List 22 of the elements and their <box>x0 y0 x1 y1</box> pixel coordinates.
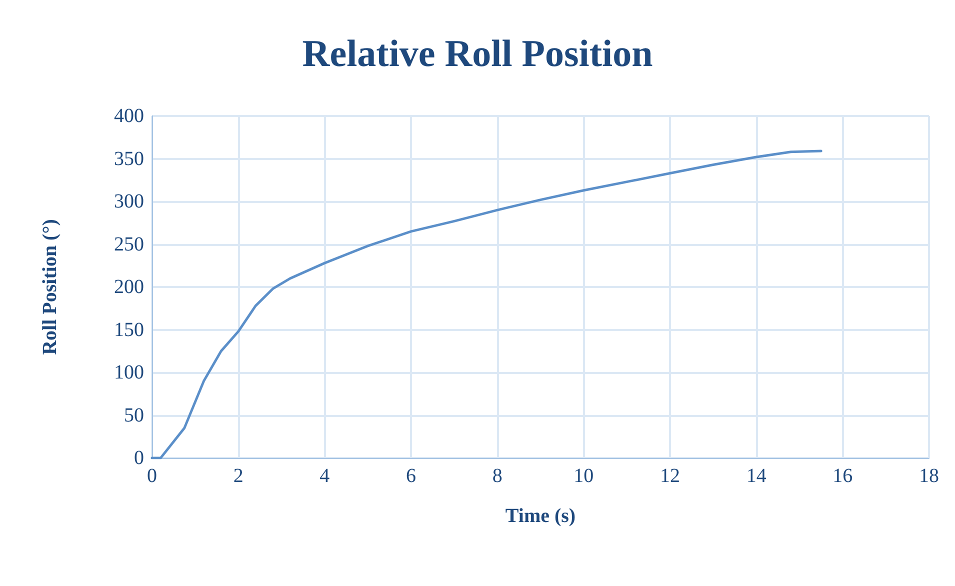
x-tick-label: 18 <box>919 465 939 487</box>
x-tick-label: 4 <box>320 465 330 487</box>
line-series <box>150 150 822 460</box>
y-tick-label: 0 <box>134 447 144 469</box>
chart-title: Relative Roll Position <box>302 33 653 75</box>
y-tick-label: 300 <box>114 190 144 212</box>
x-tick-label: 14 <box>746 465 766 487</box>
x-axis-title: Time (s) <box>505 505 576 527</box>
y-tick-label: 150 <box>114 318 144 341</box>
x-tick-label: 16 <box>832 465 853 487</box>
y-tick-label: 350 <box>114 148 144 170</box>
y-tick-label: 250 <box>114 233 144 256</box>
y-tick-label: 200 <box>114 276 144 298</box>
x-tick-label: 2 <box>233 465 244 487</box>
y-tick-label: 50 <box>124 404 144 426</box>
x-tick-label: 8 <box>492 465 502 487</box>
y-tick-label: 100 <box>114 362 144 384</box>
x-tick-label: 12 <box>660 465 680 487</box>
y-axis-title: Roll Position (°) <box>39 219 61 355</box>
x-tick-label: 6 <box>406 465 416 487</box>
x-tick-label: 10 <box>574 465 594 487</box>
y-tick-label: 400 <box>114 105 144 127</box>
